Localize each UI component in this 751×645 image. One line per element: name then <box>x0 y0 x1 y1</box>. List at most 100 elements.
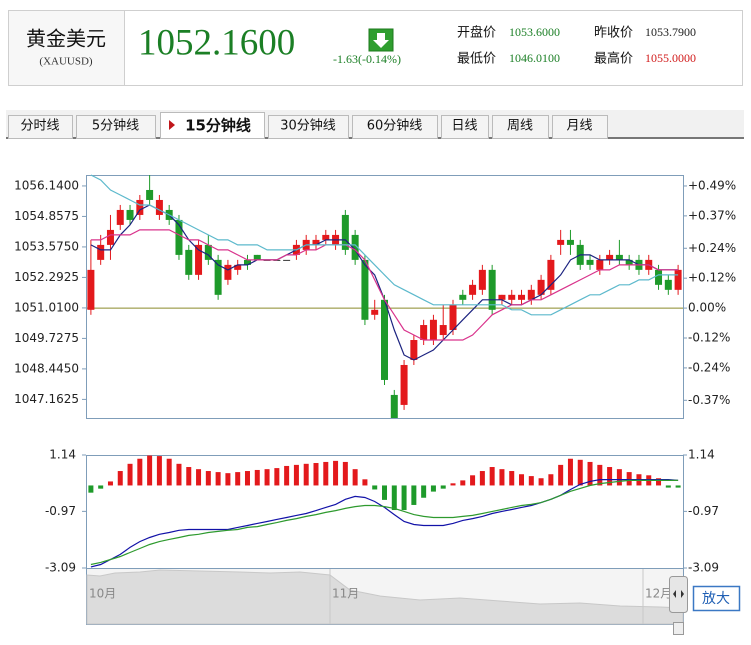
candle-body <box>625 259 633 265</box>
price-chart: 1056.1400 1054.8575 1053.5750 1052.2925 1051… <box>14 174 736 418</box>
y-tick-label: 1047.1625 <box>14 392 79 406</box>
stat-value: 1046.0100 <box>509 51 560 65</box>
macd-bar <box>675 485 681 488</box>
macd-bar <box>372 485 378 490</box>
macd-bar <box>235 472 241 486</box>
macd-bar <box>489 467 495 486</box>
symbol-box <box>8 10 125 86</box>
active-tab-marker <box>169 120 175 130</box>
macd-bar <box>176 463 182 486</box>
macd-bar <box>626 472 632 486</box>
stat-label: 最低价 <box>457 52 496 67</box>
macd-bar <box>313 463 319 486</box>
y2-tick-label: -0.12% <box>688 330 730 344</box>
candle-body <box>449 304 457 331</box>
down-arrow-icon <box>368 28 394 52</box>
tab-label[interactable]: 日线 <box>451 119 477 134</box>
macd-bar <box>548 474 554 486</box>
tab[interactable] <box>76 115 156 139</box>
candle-body <box>400 364 408 405</box>
tab[interactable] <box>492 115 549 139</box>
tab-label-active[interactable]: 15分钟线 <box>185 117 251 135</box>
tab[interactable] <box>160 112 265 139</box>
candle-body <box>126 209 134 220</box>
candle-body <box>488 269 496 310</box>
stat-value: 1053.7900 <box>645 25 696 39</box>
macd-bar <box>254 469 260 486</box>
candle-body <box>390 394 398 418</box>
candle-body <box>478 269 486 290</box>
tab-label[interactable]: 周线 <box>507 119 533 134</box>
macd-bar <box>117 471 123 486</box>
candle-body <box>224 264 232 280</box>
candle-body <box>341 214 349 250</box>
macd-bar <box>284 465 290 486</box>
candle-body <box>527 289 535 300</box>
macd-bar <box>528 476 534 486</box>
macd-bar <box>656 478 662 486</box>
y-tick-label: 1.14 <box>49 448 76 462</box>
zoom-button-label[interactable]: 放大 <box>702 591 730 607</box>
macd-bar <box>558 464 564 486</box>
macd-bar <box>440 485 446 489</box>
tab[interactable] <box>552 115 608 139</box>
macd-line <box>90 479 679 566</box>
macd-bar <box>509 471 515 486</box>
y-tick-label: -3.09 <box>45 561 76 575</box>
tab-label[interactable]: 60分钟线 <box>367 118 423 134</box>
y2-tick-label: -0.37% <box>688 393 730 407</box>
candle-body <box>615 254 623 260</box>
candle-body <box>664 279 672 290</box>
tab-label[interactable]: 5分钟线 <box>92 118 139 134</box>
macd-bar <box>401 485 407 511</box>
macd-bar <box>421 485 427 498</box>
navigator-label: 11月 <box>332 587 359 601</box>
candle-body <box>429 319 437 341</box>
tab-label[interactable]: 月线 <box>566 119 592 134</box>
candle-body <box>410 340 418 360</box>
macd-bar <box>166 458 172 486</box>
macd-bar <box>577 459 583 486</box>
macd-bar <box>215 472 221 486</box>
macd-bar <box>333 460 339 486</box>
macd-bar <box>156 456 162 486</box>
tab[interactable] <box>441 115 489 139</box>
macd-bar <box>587 461 593 486</box>
macd-bar <box>519 474 525 486</box>
macd-bar <box>567 458 573 486</box>
y2-tick-label: 1.14 <box>688 448 715 462</box>
macd-bar <box>225 473 231 486</box>
macd-bar <box>479 471 485 486</box>
macd-bar <box>460 480 466 486</box>
candle-body <box>537 279 545 295</box>
scroll-grip[interactable] <box>673 622 684 635</box>
candle-body <box>469 284 477 295</box>
tab[interactable] <box>352 115 438 139</box>
scroll-handle[interactable] <box>669 576 688 613</box>
tab[interactable] <box>8 115 73 139</box>
candle-body <box>361 259 369 320</box>
y2-tick-label: +0.24% <box>688 241 736 255</box>
candle-body <box>596 259 604 270</box>
macd-bar <box>597 464 603 486</box>
y-tick-label: 1053.5750 <box>14 239 79 253</box>
macd-bar <box>538 478 544 486</box>
tab-label[interactable]: 分时线 <box>20 119 59 134</box>
stat-value: 1053.6000 <box>509 25 560 39</box>
candle-body <box>606 254 614 260</box>
stat-value: 1055.0000 <box>645 51 696 65</box>
macd-bar <box>352 469 358 486</box>
y2-tick-label: -0.97 <box>688 504 719 518</box>
candle-body <box>312 239 320 245</box>
candle-body <box>518 294 526 300</box>
tab[interactable] <box>268 115 349 139</box>
candle-body <box>214 259 222 295</box>
candle-body <box>283 259 291 261</box>
tab-label[interactable]: 30分钟线 <box>280 118 336 134</box>
candle-body <box>204 244 212 260</box>
zoom-button[interactable]: 放大 <box>692 585 741 612</box>
macd-bar <box>196 469 202 486</box>
navigator-silhouette <box>86 569 684 625</box>
candle-body <box>557 239 565 245</box>
